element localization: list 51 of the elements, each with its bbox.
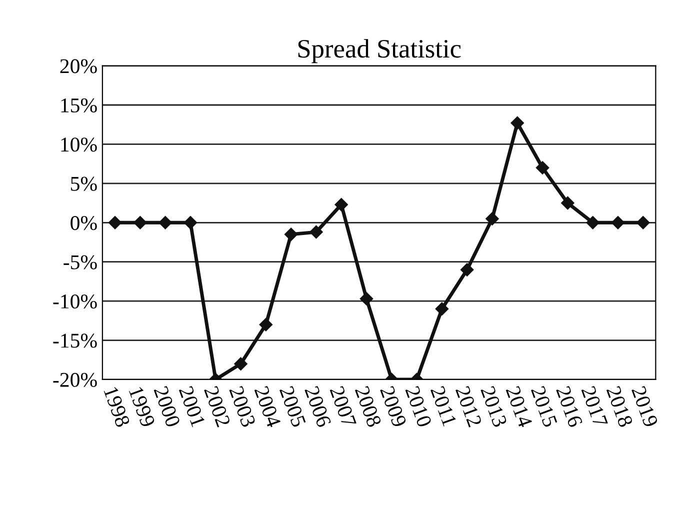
point (611, 216, 625, 230)
x-tick-label: 2011 (430, 385, 457, 427)
point (486, 212, 499, 226)
x-tick-label: 2014 (506, 385, 533, 428)
x-tick-label: 2009 (380, 385, 407, 428)
x-tick-label: 2015 (530, 385, 558, 428)
point (334, 198, 348, 212)
x-tick-label: 2019 (631, 385, 658, 428)
point (108, 216, 122, 230)
x-tick-label: 2017 (581, 385, 608, 428)
y-tick-label: -10% (53, 294, 97, 309)
point (561, 196, 574, 210)
x-tick-label: 2016 (556, 385, 583, 428)
chart-title: Spread Statistic (298, 39, 461, 64)
point (435, 302, 449, 316)
x-tick-label: 2012 (455, 385, 482, 428)
x-tick-label: 2013 (480, 385, 508, 428)
point (636, 216, 650, 230)
point (184, 216, 198, 230)
y-tick-label: -20% (53, 372, 97, 387)
x-tick-label: 1998 (104, 386, 130, 428)
point (586, 216, 600, 230)
point (360, 292, 374, 306)
x-tick-label: 2007 (330, 385, 357, 428)
point (134, 216, 147, 230)
x-tick-label: 1999 (128, 386, 156, 428)
x-tick-label: 2004 (254, 385, 282, 428)
x-tick-label: 2000 (154, 385, 180, 428)
point (460, 263, 474, 276)
x-tick-label: 2001 (178, 385, 206, 428)
x-tick-label: 2002 (204, 385, 231, 428)
y-tick-label: 0% (70, 216, 97, 230)
y-tick-label: -5% (64, 255, 97, 270)
x-tick-label: 2005 (279, 385, 306, 428)
x-tick-label: 2003 (229, 385, 256, 428)
y-tick-label: 20% (60, 59, 97, 74)
point (158, 216, 172, 230)
point (310, 225, 323, 239)
point (259, 318, 272, 332)
x-tick-label: 2006 (304, 385, 332, 428)
x-tick-label: 2008 (354, 385, 382, 428)
y-tick-label: -15% (53, 334, 97, 348)
y-tick-label: 5% (71, 176, 97, 191)
y-tick-label: 15% (61, 98, 97, 112)
x-tick-label: 2010 (405, 385, 432, 428)
point (234, 357, 248, 370)
x-tick-label: 2018 (606, 385, 634, 428)
point (510, 116, 524, 130)
y-tick-label: 10% (61, 138, 97, 152)
point (284, 228, 298, 241)
point (536, 161, 550, 174)
